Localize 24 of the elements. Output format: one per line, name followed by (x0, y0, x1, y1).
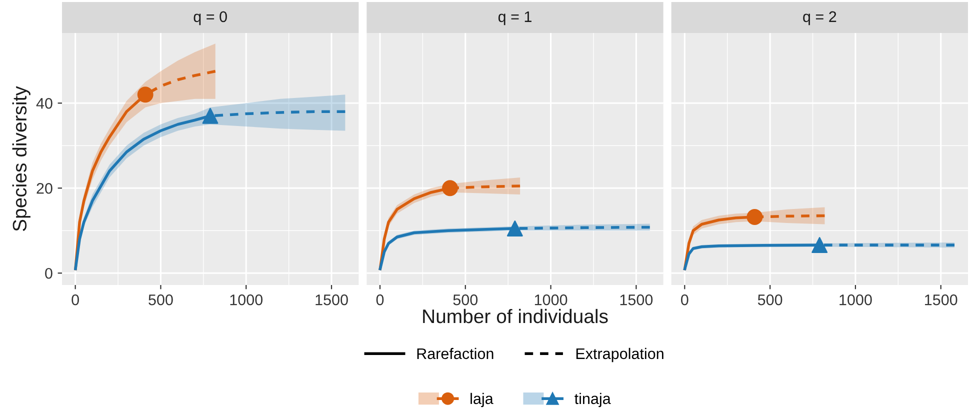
x-tick-label: 1000 (534, 294, 568, 306)
x-tick-label: 1500 (925, 294, 958, 306)
y-tick-label: 0 (45, 268, 52, 279)
legend-label: laja (470, 392, 494, 408)
text: Rarefaction (417, 348, 494, 360)
x-tick-label: 0 (72, 294, 79, 306)
chart-title: q = 0 (194, 11, 227, 26)
x-tick-label: 1500 (316, 294, 348, 306)
x-tick-label: 1000 (840, 294, 872, 306)
x-tick-label: 500 (148, 294, 173, 306)
chart-title: q = 2 (803, 11, 836, 26)
legend-label: tinaja (574, 392, 611, 408)
x-tick-label: 0 (376, 294, 384, 306)
y-axis-title: Species diversity (12, 86, 30, 232)
x-tick-label: 500 (453, 294, 478, 306)
x-tick-label: 1000 (230, 294, 263, 306)
x-tick-label: 1500 (620, 294, 653, 306)
x-axis-title: Number of individuals (423, 308, 608, 324)
y-tick-label: 20 (36, 182, 52, 194)
text: Extrapolation (576, 348, 664, 362)
y-tick-label: 40 (36, 98, 52, 109)
chart-title: q = 1 (498, 11, 532, 26)
x-tick-label: 0 (681, 294, 688, 306)
x-tick-label: 500 (758, 294, 782, 306)
